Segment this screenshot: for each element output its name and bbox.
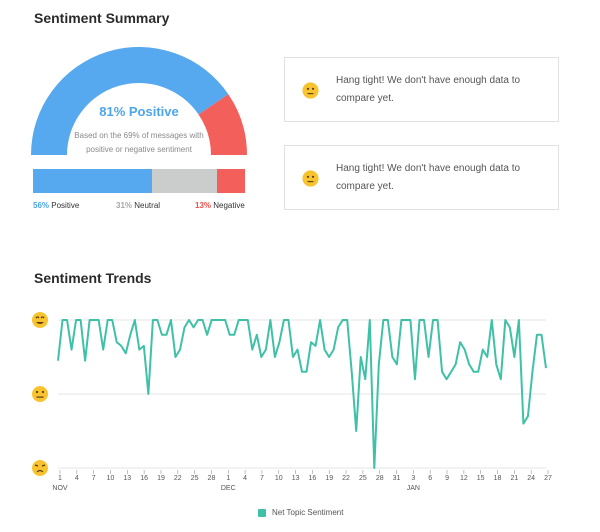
legend-neutral: 31% Neutral xyxy=(116,201,160,210)
x-month-label: DEC xyxy=(221,485,236,492)
x-tick-label: 16 xyxy=(140,475,148,482)
chart-grid xyxy=(58,319,546,469)
x-tick-label: 18 xyxy=(494,475,502,482)
legend-positive-pct: 56% xyxy=(33,201,50,210)
legend-label: Net Topic Sentiment xyxy=(272,508,344,517)
x-tick-label: 15 xyxy=(477,475,485,482)
neutral-face-icon xyxy=(302,170,319,187)
y-axis-icons xyxy=(32,312,48,476)
x-tick-label: 31 xyxy=(393,475,401,482)
x-axis-ticks: 1 4 7 10 13 16 19 22 25 28 1 4 7 10 13 16 19 22 25 28 31 3 6 9 1… xyxy=(52,470,552,492)
bar-segment-positive xyxy=(33,169,152,193)
sentiment-trends-title: Sentiment Trends xyxy=(34,270,152,286)
x-tick-label: 13 xyxy=(123,475,131,482)
bar-segment-neutral xyxy=(151,169,218,193)
x-tick-label: 21 xyxy=(510,475,518,482)
notice-card: Hang tight! We don't have enough data to… xyxy=(284,57,559,122)
x-tick-label: 25 xyxy=(359,475,367,482)
x-month-label: JAN xyxy=(407,485,420,492)
x-tick-label: 4 xyxy=(243,475,247,482)
unhappy-face-icon xyxy=(32,460,48,476)
bar-segment-negative xyxy=(217,169,245,193)
x-tick-label: 7 xyxy=(260,475,264,482)
x-tick-label: 19 xyxy=(325,475,333,482)
x-tick-label: 24 xyxy=(527,475,535,482)
x-tick-label: 28 xyxy=(208,475,216,482)
gauge-negative-arc xyxy=(198,94,247,155)
x-tick-label: 9 xyxy=(445,475,449,482)
x-tick-label: 27 xyxy=(544,475,552,482)
neutral-face-icon xyxy=(32,386,48,402)
legend-negative-label: Negative xyxy=(213,201,245,210)
gauge-subtext: Based on the 69% of messages with positi… xyxy=(74,131,204,154)
x-tick-label: 4 xyxy=(75,475,79,482)
legend-neutral-pct: 31% xyxy=(116,201,133,210)
legend-swatch xyxy=(258,508,266,517)
sentiment-breakdown-bar xyxy=(33,169,245,193)
sentiment-trend-chart: 1 4 7 10 13 16 19 22 25 28 1 4 7 10 13 16 19 22 25 28 31 3 6 9 1… xyxy=(32,312,552,492)
x-tick-label: 1 xyxy=(226,475,230,482)
sentiment-summary-title: Sentiment Summary xyxy=(34,10,170,26)
smiling-face-icon xyxy=(32,312,48,328)
gauge-positive-arc xyxy=(31,46,229,155)
legend-positive-label: Positive xyxy=(51,201,80,210)
notice-message: Hang tight! We don't have enough data to… xyxy=(336,163,521,192)
x-tick-label: 19 xyxy=(157,475,165,482)
x-tick-label: 10 xyxy=(107,475,115,482)
x-tick-label: 25 xyxy=(191,475,199,482)
x-tick-label: 1 xyxy=(58,475,62,482)
legend-negative-pct: 13% xyxy=(195,201,212,210)
x-tick-label: 6 xyxy=(428,475,432,482)
x-tick-label: 13 xyxy=(292,475,300,482)
gauge-headline: 81% Positive xyxy=(99,104,179,119)
x-month-label: NOV xyxy=(52,485,68,492)
neutral-face-icon xyxy=(302,82,319,99)
x-tick-label: 22 xyxy=(174,475,182,482)
sentiment-gauge xyxy=(31,46,247,155)
legend-negative: 13% Negative xyxy=(195,201,245,210)
series-line-net-topic-sentiment xyxy=(57,319,547,469)
legend-positive: 56% Positive xyxy=(33,201,79,210)
x-tick-label: 22 xyxy=(342,475,350,482)
chart-legend: Net Topic Sentiment xyxy=(258,508,343,517)
notice-message: Hang tight! We don't have enough data to… xyxy=(336,75,521,104)
x-tick-label: 7 xyxy=(92,475,96,482)
legend-neutral-label: Neutral xyxy=(134,201,161,210)
x-tick-label: 12 xyxy=(460,475,468,482)
x-tick-label: 10 xyxy=(275,475,283,482)
x-tick-label: 3 xyxy=(411,475,415,482)
x-tick-label: 28 xyxy=(376,475,384,482)
notice-card: Hang tight! We don't have enough data to… xyxy=(284,145,559,210)
x-tick-label: 16 xyxy=(309,475,317,482)
